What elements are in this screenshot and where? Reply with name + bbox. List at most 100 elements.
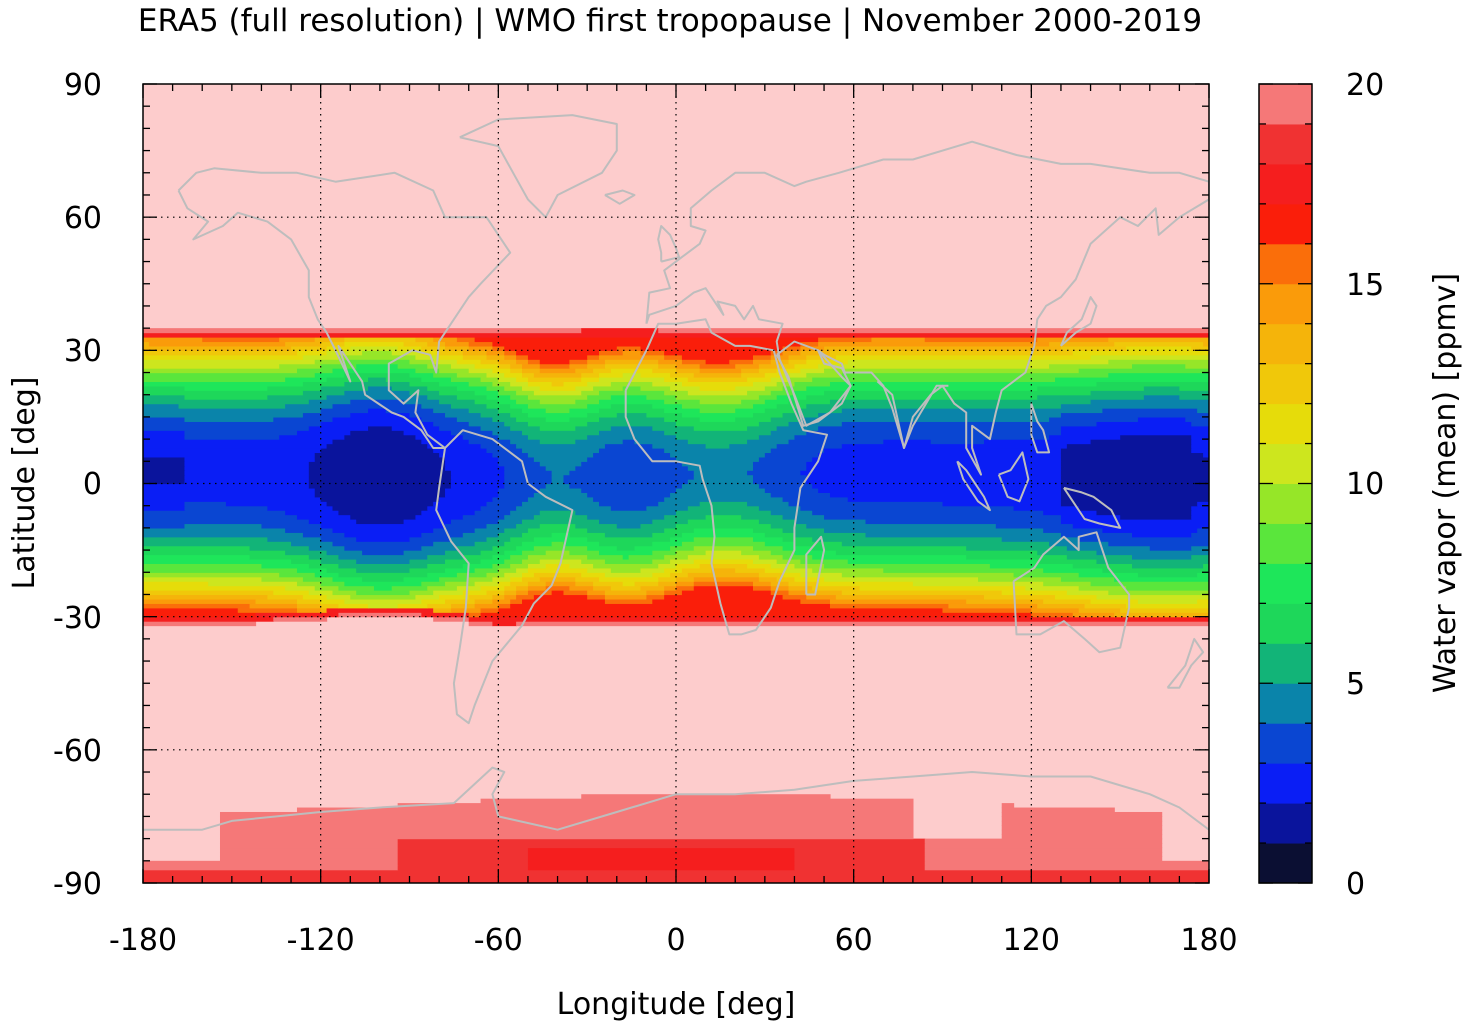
field-cell <box>527 590 553 596</box>
field-cell <box>551 532 570 538</box>
field-cell <box>604 594 647 600</box>
field-cell <box>208 581 298 587</box>
field-cell <box>788 359 807 365</box>
field-cell <box>735 416 772 422</box>
field-cell <box>1060 452 1204 458</box>
field-cell <box>1203 452 1209 458</box>
field-cell <box>824 390 1092 396</box>
field-cell <box>587 594 606 600</box>
field-cell <box>143 527 286 533</box>
field-cell <box>646 590 665 596</box>
field-cell <box>587 527 665 533</box>
field-cell <box>143 439 334 445</box>
field-cell <box>818 412 1062 418</box>
field-cell <box>776 381 796 387</box>
field-cell <box>1049 341 1115 347</box>
field-cell <box>219 820 914 826</box>
field-cell <box>314 452 440 458</box>
field-cell <box>344 581 422 587</box>
y-tick-label: -90 <box>53 867 102 902</box>
field-cell <box>806 590 843 596</box>
field-cell <box>267 385 322 391</box>
field-cell <box>1078 607 1121 613</box>
field-cell <box>302 354 340 360</box>
field-cell <box>1108 337 1209 343</box>
field-cell <box>433 421 470 427</box>
field-cell <box>219 811 914 818</box>
field-cell <box>427 563 464 569</box>
field-cell <box>758 421 790 427</box>
field-cell <box>427 505 482 511</box>
field-cell <box>344 359 411 365</box>
field-cell <box>1049 363 1133 369</box>
field-cell <box>658 501 701 507</box>
field-cell <box>296 350 328 356</box>
field-cell <box>581 376 600 383</box>
field-cell <box>652 381 683 387</box>
field-cell <box>747 376 772 383</box>
field-cell <box>622 385 642 391</box>
coastline-africa <box>624 318 828 636</box>
field-cell <box>687 519 760 525</box>
field-cell <box>800 572 843 578</box>
field-cell <box>575 581 594 587</box>
field-cell <box>456 416 494 422</box>
field-cell <box>219 851 399 857</box>
field-cell <box>569 483 683 489</box>
field-cell <box>516 545 535 551</box>
field-cell <box>320 607 328 613</box>
field-cell <box>492 381 511 387</box>
field-cell <box>1060 501 1198 507</box>
field-cell <box>219 816 914 822</box>
field-cell <box>403 576 440 582</box>
field-cell <box>587 514 665 520</box>
field-cell <box>433 527 476 533</box>
field-cell <box>143 381 304 387</box>
field-cell <box>770 492 831 498</box>
field-cell <box>338 354 417 360</box>
field-cell <box>1132 363 1186 369</box>
field-cell <box>445 550 482 556</box>
field-cell <box>841 408 1103 414</box>
field-cell <box>498 434 529 440</box>
field-cell <box>593 368 612 374</box>
colorbar-level <box>1259 683 1312 724</box>
field-cell <box>782 372 807 378</box>
field-cell <box>504 550 523 556</box>
field-cell <box>670 372 695 378</box>
field-cell <box>504 572 523 578</box>
field-cell <box>143 567 298 573</box>
field-cell <box>681 541 766 547</box>
field-cell <box>1078 505 1192 511</box>
field-cell <box>681 354 754 360</box>
field-cell <box>640 345 784 351</box>
field-cell <box>522 558 541 564</box>
field-cell <box>1037 394 1145 400</box>
field-cell <box>427 572 458 578</box>
field-cell <box>527 403 588 409</box>
field-cell <box>486 350 505 356</box>
field-cell <box>664 554 689 560</box>
field-cell <box>474 527 505 533</box>
field-cell <box>782 385 807 391</box>
field-cell <box>829 399 1092 405</box>
field-cell <box>871 337 926 343</box>
field-cell <box>427 554 464 560</box>
field-cell <box>296 368 334 374</box>
field-cell <box>445 456 499 462</box>
field-cell <box>522 363 541 369</box>
field-cell <box>770 585 790 591</box>
field-cell <box>818 581 914 587</box>
field-cell <box>445 412 482 418</box>
field-cell <box>539 363 570 369</box>
field-cell <box>456 385 488 391</box>
field-cell <box>551 541 565 547</box>
field-cell <box>752 474 807 480</box>
field-cell <box>545 416 570 422</box>
field-cell <box>587 394 612 400</box>
field-cell <box>1090 354 1209 360</box>
field-cell <box>527 359 541 365</box>
field-cell <box>800 558 849 564</box>
field-cell <box>1037 337 1109 343</box>
field-cell <box>752 585 772 591</box>
